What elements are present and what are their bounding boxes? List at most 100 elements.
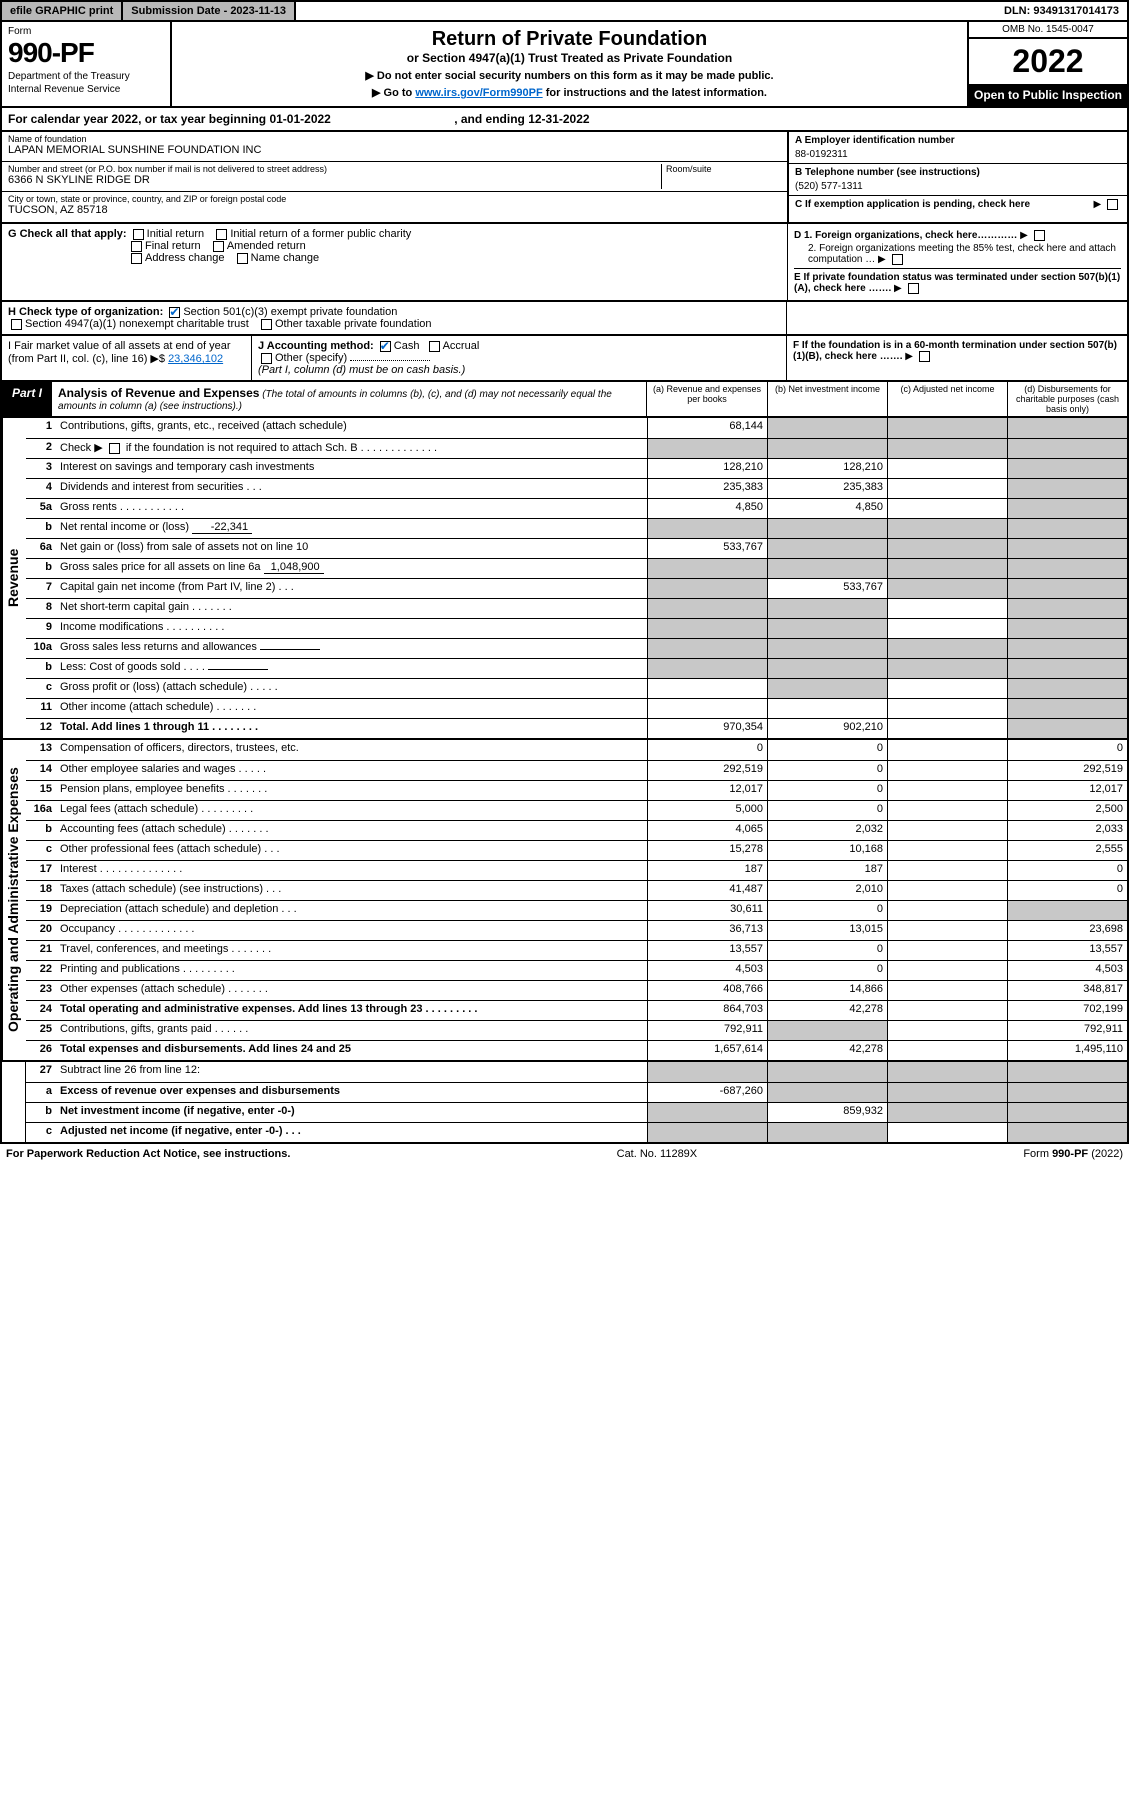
foundation-name: LAPAN MEMORIAL SUNSHINE FOUNDATION INC <box>8 144 781 156</box>
tax-year: 2022 <box>969 39 1127 84</box>
j-label: J Accounting method: <box>258 340 374 352</box>
row-18-desc: Taxes (attach schedule) (see instruction… <box>56 881 647 900</box>
telephone: (520) 577-1311 <box>795 181 1121 192</box>
instr-1: ▶ Do not enter social security numbers o… <box>178 69 961 82</box>
row-3-desc: Interest on savings and temporary cash i… <box>56 459 647 478</box>
name-label: Name of foundation <box>8 134 781 144</box>
j-other-checkbox[interactable] <box>261 353 272 364</box>
irs: Internal Revenue Service <box>8 84 164 95</box>
h-label: H Check type of organization: <box>8 306 163 318</box>
cat-no: Cat. No. 11289X <box>617 1148 698 1160</box>
row-10a-desc: Gross sales less returns and allowances <box>56 639 647 658</box>
irs-link[interactable]: www.irs.gov/Form990PF <box>415 87 542 99</box>
form-word: Form <box>8 26 164 37</box>
row-4-desc: Dividends and interest from securities .… <box>56 479 647 498</box>
omb: OMB No. 1545-0047 <box>969 22 1127 39</box>
j-cash-checkbox[interactable] <box>380 341 391 352</box>
row-13-desc: Compensation of officers, directors, tru… <box>56 740 647 760</box>
form-header: Form 990-PF Department of the Treasury I… <box>0 22 1129 108</box>
footer: For Paperwork Reduction Act Notice, see … <box>0 1144 1129 1164</box>
h-4947-checkbox[interactable] <box>11 319 22 330</box>
part1-header: Part I Analysis of Revenue and Expenses … <box>0 382 1129 418</box>
g-d-block: G Check all that apply: Initial return I… <box>0 224 1129 302</box>
i-value: 23,346,102 <box>168 353 223 365</box>
column-headers: (a) Revenue and expenses per books (b) N… <box>646 382 1127 416</box>
form-number: 990-PF <box>8 37 164 69</box>
g-final-checkbox[interactable] <box>131 241 142 252</box>
instr-2: ▶ Go to www.irs.gov/Form990PF for instru… <box>178 86 961 99</box>
j-accrual-checkbox[interactable] <box>429 341 440 352</box>
row-11-desc: Other income (attach schedule) . . . . .… <box>56 699 647 718</box>
row-5a-desc: Gross rents . . . . . . . . . . . <box>56 499 647 518</box>
f-checkbox[interactable] <box>919 351 930 362</box>
part1-label: Part I <box>2 382 52 416</box>
expenses-side-label: Operating and Administrative Expenses <box>2 740 26 1060</box>
row-26-desc: Total expenses and disbursements. Add li… <box>56 1041 647 1060</box>
col-a: (a) Revenue and expenses per books <box>647 382 767 416</box>
row-23-desc: Other expenses (attach schedule) . . . .… <box>56 981 647 1000</box>
g-amended-checkbox[interactable] <box>213 241 224 252</box>
d2-label: 2. Foreign organizations meeting the 85%… <box>808 243 1116 265</box>
g-initial-checkbox[interactable] <box>133 229 144 240</box>
row-16a-desc: Legal fees (attach schedule) . . . . . .… <box>56 801 647 820</box>
paperwork-notice: For Paperwork Reduction Act Notice, see … <box>6 1148 290 1160</box>
g-name-checkbox[interactable] <box>237 253 248 264</box>
top-bar: efile GRAPHIC print Submission Date - 20… <box>0 0 1129 22</box>
revenue-side-label: Revenue <box>2 418 26 738</box>
city-label: City or town, state or province, country… <box>8 194 781 204</box>
calendar-year-row: For calendar year 2022, or tax year begi… <box>0 108 1129 132</box>
h-other-checkbox[interactable] <box>261 319 272 330</box>
open-inspection: Open to Public Inspection <box>969 84 1127 106</box>
form-subtitle: or Section 4947(a)(1) Trust Treated as P… <box>178 51 961 65</box>
row-27-desc: Subtract line 26 from line 12: <box>56 1062 647 1082</box>
identity-block: Name of foundation LAPAN MEMORIAL SUNSHI… <box>0 132 1129 224</box>
row-9-desc: Income modifications . . . . . . . . . . <box>56 619 647 638</box>
g-address-checkbox[interactable] <box>131 253 142 264</box>
row-27c-desc: Adjusted net income (if negative, enter … <box>56 1123 647 1142</box>
row-1-desc: Contributions, gifts, grants, etc., rece… <box>56 418 647 438</box>
row-24-desc: Total operating and administrative expen… <box>56 1001 647 1020</box>
g-initial-public-checkbox[interactable] <box>216 229 227 240</box>
h-row: H Check type of organization: Section 50… <box>0 302 1129 336</box>
row-6a-desc: Net gain or (loss) from sale of assets n… <box>56 539 647 558</box>
street-address: 6366 N SKYLINE RIDGE DR <box>8 174 661 186</box>
f-label: F If the foundation is in a 60-month ter… <box>793 340 1117 362</box>
efile-label: efile GRAPHIC print <box>2 2 123 20</box>
d1-label: D 1. Foreign organizations, check here……… <box>794 230 1017 241</box>
d2-checkbox[interactable] <box>892 254 903 265</box>
submission-date: Submission Date - 2023-11-13 <box>123 2 296 20</box>
dept: Department of the Treasury <box>8 71 164 82</box>
row-17-desc: Interest . . . . . . . . . . . . . . <box>56 861 647 880</box>
row-16b-desc: Accounting fees (attach schedule) . . . … <box>56 821 647 840</box>
ij-row: I Fair market value of all assets at end… <box>0 336 1129 382</box>
row-16c-desc: Other professional fees (attach schedule… <box>56 841 647 860</box>
addr-label: Number and street (or P.O. box number if… <box>8 164 661 174</box>
row-10c-desc: Gross profit or (loss) (attach schedule)… <box>56 679 647 698</box>
bottom-table: 27Subtract line 26 from line 12: aExcess… <box>0 1062 1129 1144</box>
c-checkbox[interactable] <box>1107 199 1118 210</box>
tel-label: B Telephone number (see instructions) <box>795 167 1121 178</box>
row-8-desc: Net short-term capital gain . . . . . . … <box>56 599 647 618</box>
schb-checkbox[interactable] <box>109 443 120 454</box>
col-c: (c) Adjusted net income <box>887 382 1007 416</box>
dln: DLN: 93491317014173 <box>996 2 1127 20</box>
j-note: (Part I, column (d) must be on cash basi… <box>258 364 465 376</box>
row-7-desc: Capital gain net income (from Part IV, l… <box>56 579 647 598</box>
d1-checkbox[interactable] <box>1034 230 1045 241</box>
c-label: C If exemption application is pending, c… <box>795 199 1030 210</box>
row-12-desc: Total. Add lines 1 through 11 . . . . . … <box>56 719 647 738</box>
row-22-desc: Printing and publications . . . . . . . … <box>56 961 647 980</box>
row-5b-desc: Net rental income or (loss) -22,341 <box>56 519 647 538</box>
col-b: (b) Net investment income <box>767 382 887 416</box>
form-ref: Form 990-PF (2022) <box>1023 1148 1123 1160</box>
row-10b-desc: Less: Cost of goods sold . . . . <box>56 659 647 678</box>
part1-title: Analysis of Revenue and Expenses <box>58 386 259 400</box>
row-27b-desc: Net investment income (if negative, ente… <box>56 1103 647 1122</box>
ein: 88-0192311 <box>795 149 1121 160</box>
e-label: E If private foundation status was termi… <box>794 272 1120 294</box>
e-checkbox[interactable] <box>908 283 919 294</box>
row-2-desc: Check ▶ if the foundation is not require… <box>56 439 647 458</box>
ein-label: A Employer identification number <box>795 135 1121 146</box>
h-501c3-checkbox[interactable] <box>169 307 180 318</box>
row-20-desc: Occupancy . . . . . . . . . . . . . <box>56 921 647 940</box>
